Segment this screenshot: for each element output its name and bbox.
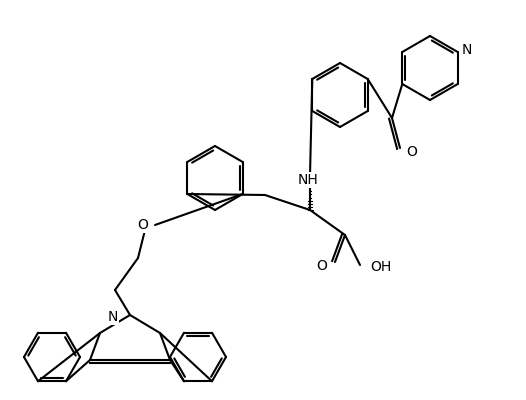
Text: OH: OH: [370, 260, 391, 274]
Text: N: N: [462, 43, 472, 57]
Text: O: O: [406, 145, 417, 159]
Text: O: O: [316, 259, 327, 273]
Text: N: N: [108, 310, 118, 324]
Text: NH: NH: [298, 173, 318, 187]
Text: O: O: [138, 218, 148, 232]
